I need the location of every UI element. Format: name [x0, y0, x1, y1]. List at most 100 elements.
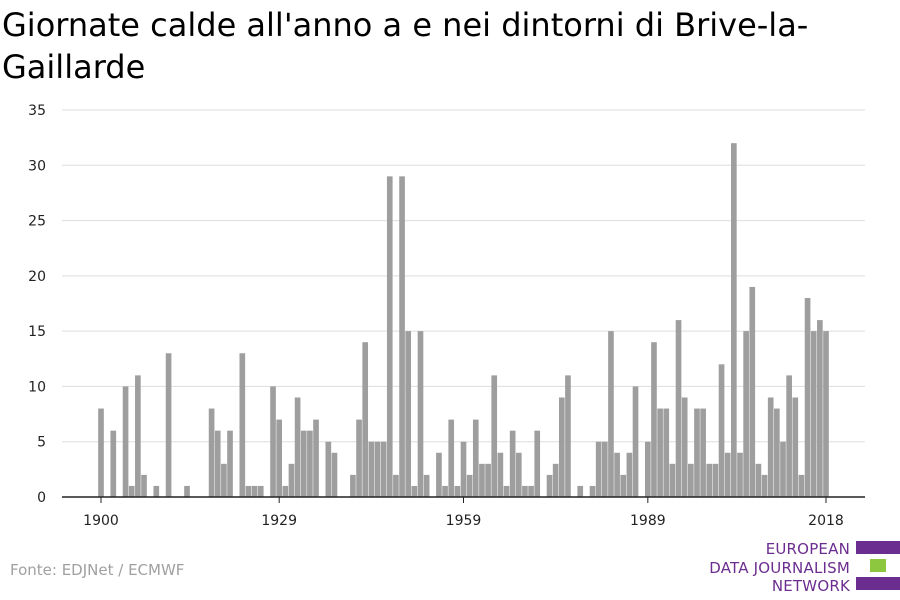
- bars: [98, 143, 829, 498]
- bar-1926: [257, 485, 264, 497]
- bar-1970: [528, 485, 534, 497]
- bar-2014: [798, 474, 805, 497]
- bar-1987: [632, 386, 639, 497]
- bar-2001: [718, 364, 725, 497]
- bar-1961: [472, 419, 479, 497]
- bar-2000: [712, 463, 719, 497]
- bar-1906: [135, 375, 141, 497]
- bar-2010: [774, 408, 780, 497]
- bar-1909: [153, 485, 160, 497]
- bar-1938: [331, 452, 338, 497]
- bar-1957: [448, 419, 455, 497]
- bar-1902: [110, 430, 117, 497]
- bar-1976: [565, 375, 571, 497]
- bar-1933: [300, 430, 307, 497]
- bar-1971: [534, 430, 541, 497]
- bar-2002: [724, 452, 731, 497]
- y-axis-labels: 0 5 10 15 20 25 30 35: [28, 103, 46, 506]
- bar-1929: [276, 419, 283, 497]
- logo-bar-green: [870, 559, 886, 572]
- bar-1968: [515, 452, 522, 497]
- x-tick-label-1900: 1900: [83, 513, 119, 529]
- bar-1918: [208, 408, 215, 497]
- bar-1992: [663, 408, 670, 497]
- bar-1973: [546, 474, 553, 497]
- bar-1911: [165, 353, 172, 497]
- logo-line-3: NETWORK: [771, 577, 850, 595]
- bar-2011: [780, 441, 786, 497]
- bar-1994: [675, 320, 682, 497]
- x-tick-label-1929: 1929: [261, 513, 297, 529]
- bar-1966: [503, 485, 510, 497]
- logo-line-1: EUROPEAN: [765, 540, 850, 558]
- bar-1914: [184, 485, 190, 497]
- source-note: Fonte: EDJNet / ECMWF: [10, 561, 185, 579]
- bar-2004: [737, 452, 743, 497]
- bar-1974: [552, 463, 559, 497]
- bar-1989: [644, 441, 651, 497]
- bar-2005: [743, 331, 749, 497]
- bar-1941: [350, 474, 356, 497]
- bar-1960: [466, 474, 473, 497]
- bar-1952: [417, 331, 424, 497]
- bar-1980: [589, 485, 596, 497]
- bar-1981: [595, 441, 602, 497]
- y-tick-label-5: 5: [37, 435, 46, 451]
- bar-1948: [393, 474, 399, 497]
- x-axis-labels: 1900 1929 1959 1989 2018: [83, 513, 844, 529]
- axes: [62, 496, 865, 503]
- bar-1943: [362, 342, 369, 497]
- logo-bar-purple-top: [856, 541, 900, 554]
- bar-1947: [386, 176, 393, 498]
- bar-2015: [804, 297, 811, 497]
- bar-2008: [761, 474, 768, 497]
- bar-1924: [245, 485, 252, 497]
- bar-1930: [282, 485, 289, 497]
- bar-1962: [479, 463, 485, 497]
- bar-1985: [620, 474, 627, 497]
- bar-2018: [823, 331, 829, 497]
- bar-1923: [239, 353, 246, 497]
- bar-2013: [792, 397, 799, 497]
- bar-1945: [374, 441, 381, 497]
- bar-1955: [436, 452, 442, 497]
- bar-1919: [214, 430, 221, 497]
- y-tick-label-0: 0: [37, 490, 46, 506]
- bar-1958: [454, 485, 461, 497]
- bar-2016: [810, 331, 817, 497]
- x-tick-label-1959: 1959: [446, 513, 482, 529]
- bar-1931: [288, 463, 295, 497]
- bar-1944: [368, 441, 375, 497]
- bar-1959: [460, 441, 467, 497]
- bar-1963: [485, 463, 491, 497]
- bar-1982: [601, 441, 608, 497]
- bar-2012: [786, 375, 792, 497]
- bar-1937: [325, 441, 332, 497]
- bar-1978: [577, 485, 584, 497]
- bar-1905: [128, 485, 135, 497]
- x-tick-label-2018: 2018: [808, 513, 844, 529]
- y-tick-label-20: 20: [28, 269, 46, 285]
- chart-title: Giornate calde all'anno a e nei dintorni…: [2, 6, 809, 86]
- y-tick-label-30: 30: [28, 158, 46, 174]
- x-tick-label-1989: 1989: [630, 513, 666, 529]
- y-tick-label-35: 35: [28, 103, 46, 119]
- bar-2003: [731, 143, 737, 497]
- bar-1956: [442, 485, 448, 497]
- bar-1991: [657, 408, 663, 497]
- bar-1983: [608, 331, 614, 497]
- bar-1907: [141, 474, 147, 497]
- bar-1984: [614, 452, 620, 497]
- bar-1965: [497, 452, 504, 497]
- bar-1986: [626, 452, 633, 497]
- bar-2007: [755, 463, 762, 497]
- y-tick-label-10: 10: [28, 379, 46, 395]
- bar-1995: [681, 397, 688, 497]
- bar-1964: [491, 375, 498, 497]
- bar-1946: [380, 441, 387, 497]
- bar-1935: [313, 419, 319, 497]
- logo-line-2: DATA JOURNALISM: [709, 559, 850, 577]
- logo-bar-purple-bottom: [856, 577, 900, 590]
- bar-1942: [356, 419, 362, 497]
- bar-1950: [405, 331, 412, 497]
